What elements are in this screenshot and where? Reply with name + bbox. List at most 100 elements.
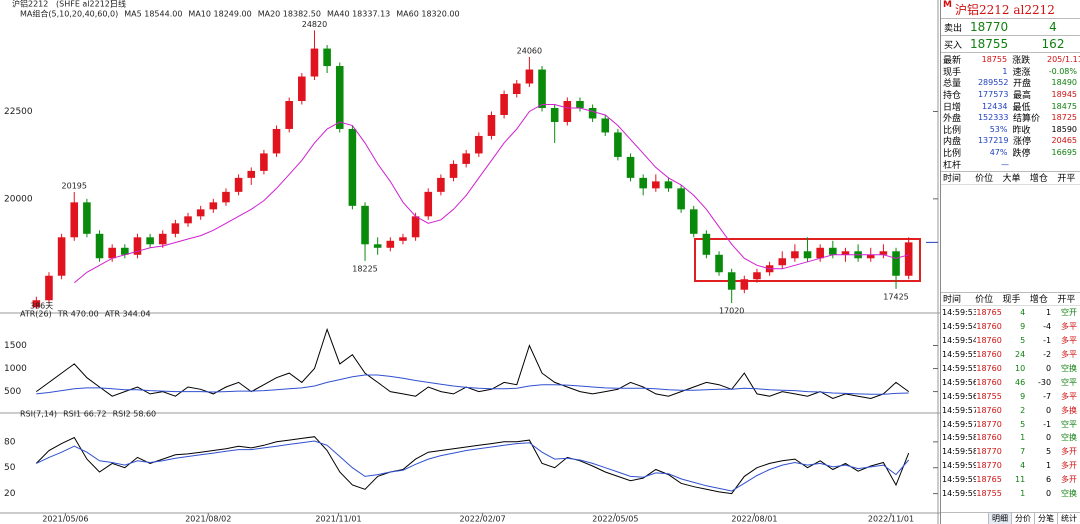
stat-label: 最高: [1012, 91, 1031, 102]
quote-header: M 沪铝2212 al2212: [941, 0, 1080, 19]
trade-cell: 18755: [976, 391, 1002, 401]
candle-body: [399, 237, 407, 241]
stat-value: 12434: [982, 101, 1008, 111]
stat-label: 总量: [943, 79, 962, 90]
trades_header: 时间 价位 现手 增仓 开平: [941, 291, 1080, 306]
candle-body: [234, 177, 243, 192]
quote-bid: 买入 18755 162: [941, 36, 1080, 53]
price: 18770: [970, 20, 1009, 34]
trade-cell: -4: [1043, 322, 1052, 332]
stats-row: 持仓 177573 最高 18945: [941, 89, 1080, 101]
column-header: 开平: [1057, 295, 1076, 306]
y-tick-label: 1500: [4, 341, 27, 351]
legend-item: MA40 18337.13: [327, 10, 390, 19]
tab[interactable]: 分价: [1011, 513, 1034, 524]
trade-cell: 18770: [976, 447, 1002, 457]
y-tick-label: 20000: [4, 194, 33, 204]
trade-cell: 5: [1045, 447, 1052, 457]
trade-cell: 5: [1020, 336, 1026, 346]
x-tick-label: 2021/11/01: [315, 515, 361, 524]
note: 386天: [30, 302, 53, 311]
x-tick-label: 2022/05/05: [592, 515, 638, 524]
trade-cell: 14:59:59: [942, 475, 977, 485]
candle-body: [841, 251, 850, 255]
stat-value: 47%: [989, 148, 1008, 158]
candle-body: [626, 156, 635, 178]
column-header: 开平: [1057, 174, 1076, 185]
candle-body: [664, 181, 673, 189]
trade-cell: 11: [1014, 475, 1026, 485]
stat-label: 最低: [1012, 102, 1031, 113]
stat-value: 137219: [977, 136, 1009, 146]
legend-item: MA10 18249.00: [188, 10, 251, 19]
stat-value: 1: [1002, 66, 1008, 76]
candle-body: [550, 107, 559, 122]
label: 卖出: [944, 23, 963, 34]
candle-body: [285, 100, 293, 129]
candle-body: [866, 254, 875, 259]
stat-value: 18590: [1051, 124, 1077, 134]
trade-cell: 1: [1020, 433, 1026, 443]
tab[interactable]: 分笔: [1034, 513, 1057, 524]
annotation: 17425: [883, 292, 908, 301]
stat-label: 外盘: [943, 114, 962, 125]
candle-body: [247, 170, 256, 178]
trade-cell: 9: [1020, 391, 1026, 401]
tab[interactable]: 统计: [1057, 513, 1080, 524]
trade-cell: 18760: [976, 377, 1002, 387]
legend-item: ATR 344.04: [105, 310, 151, 319]
trade-cell: 18760: [976, 405, 1002, 415]
annotation: 24820: [302, 20, 327, 29]
candle-body: [816, 247, 824, 259]
trade-row: 14:59:57 18770 5 -1 空平: [941, 417, 1080, 431]
candle-body: [715, 254, 723, 273]
stat-value: 18475: [1051, 101, 1077, 111]
candle-body: [500, 94, 508, 115]
candle-body: [538, 69, 546, 108]
candle-body: [146, 237, 154, 245]
trade-row: 14:59:57 18760 2 0 多换: [941, 403, 1080, 417]
legend-item: ATR(26): [20, 310, 52, 319]
candle-body: [639, 177, 647, 189]
trade-cell: 多开: [1060, 461, 1077, 471]
candle-body: [171, 223, 180, 234]
stat-label: 涨停: [1012, 137, 1031, 148]
trade-cell: 18760: [976, 336, 1002, 346]
label: 买入: [944, 40, 963, 51]
trade-cell: 14:59:54: [942, 336, 977, 346]
candle-body: [121, 247, 129, 255]
candle-body: [335, 66, 344, 129]
trade-cell: 6: [1045, 475, 1052, 485]
trade-row: 14:59:55 18760 24 -2 多平: [941, 348, 1080, 362]
stat-value: 18755: [981, 55, 1008, 65]
trade-cell: 4: [1020, 308, 1026, 318]
trade-cell: 18760: [976, 433, 1002, 443]
legend-item: RSI(7,14): [20, 410, 57, 419]
x-tick-label: 2022/11/01: [868, 515, 914, 524]
trade-cell: -7: [1043, 391, 1052, 401]
trade-row: 14:59:53 18765 4 1 空开: [941, 306, 1080, 320]
legend-item: RSI1 66.72: [63, 410, 107, 419]
period[interactable]: 日线: [110, 0, 126, 9]
stat-label: 现手: [943, 67, 962, 78]
stat-value: 18945: [1051, 90, 1077, 100]
trade-cell: 空换: [1060, 488, 1077, 498]
trade-cell: 18760: [976, 350, 1002, 360]
trade-cell: 0: [1045, 433, 1052, 443]
trade-cell: 0: [1045, 405, 1052, 415]
column-header: 时间: [943, 174, 962, 185]
stats: 最新18755涨跌205/1.11%现手1速涨-0.08%总量289552开盘1…: [941, 53, 1080, 172]
trade-cell: 10: [1014, 363, 1026, 373]
stats-row: 比例 53% 昨收 18590: [941, 124, 1080, 136]
candle-body: [727, 272, 736, 290]
trade-row: 14:59:59 18755 1 0 空换: [941, 487, 1080, 501]
stats-row: 日增 12434 最低 18475: [941, 100, 1080, 113]
tab[interactable]: 明细: [988, 513, 1011, 524]
candle-body: [449, 163, 458, 178]
series-line: [36, 440, 910, 492]
candle-body: [892, 251, 900, 276]
trade-cell: 7: [1020, 447, 1026, 457]
series-line: [73, 104, 909, 284]
candle-body: [803, 251, 812, 259]
stats-row: 最新 18755 涨跌 205/1.11%: [941, 54, 1080, 66]
